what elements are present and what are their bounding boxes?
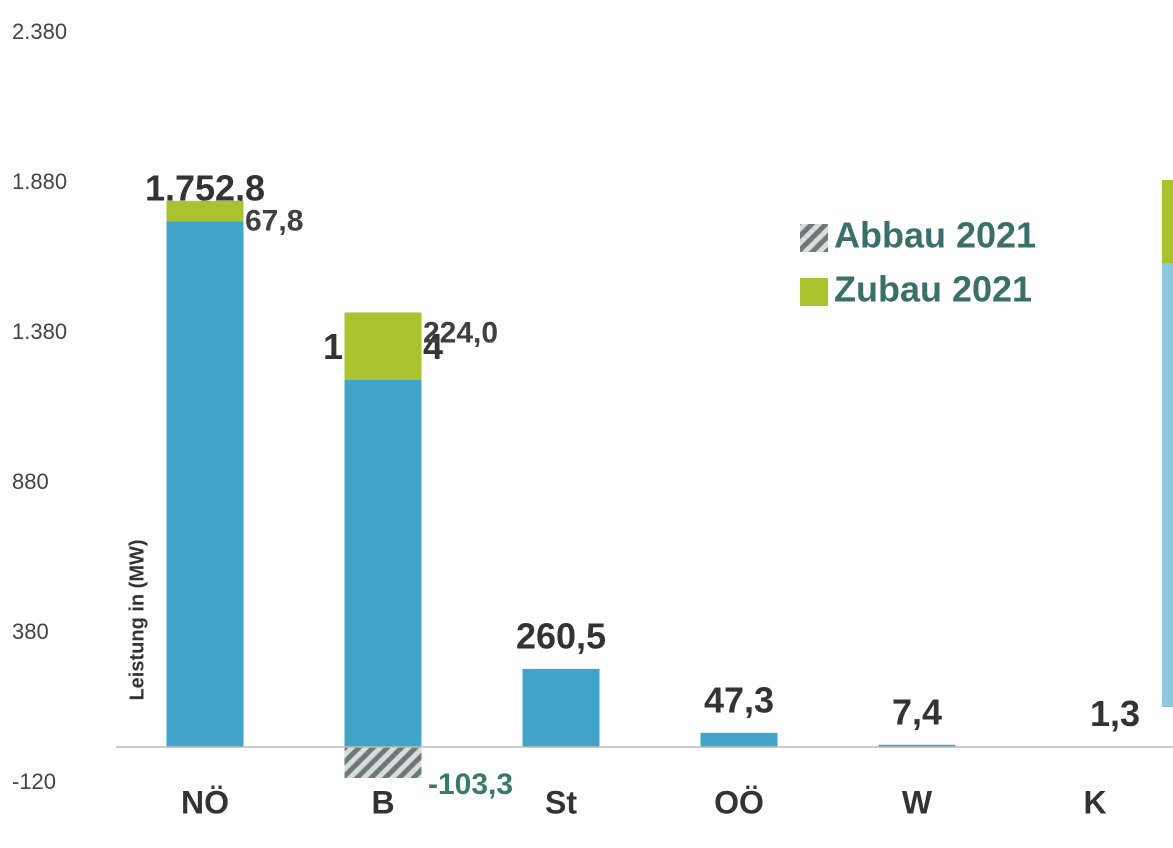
x-tick-label: B [371, 784, 394, 820]
bar-segment [878, 744, 956, 747]
x-tick-label: St [545, 784, 577, 820]
abbau-bar [344, 747, 422, 778]
bar-segment [166, 200, 244, 222]
bar-segment [344, 312, 422, 380]
value-label: 67,8 [245, 205, 303, 238]
legend-label: Zubau 2021 [834, 269, 1032, 310]
x-tick-label: NÖ [181, 784, 229, 820]
x-tick-label: OÖ [714, 784, 764, 820]
value-label: 260,5 [516, 615, 606, 656]
legend-swatch [800, 278, 828, 306]
bar-segment [166, 221, 244, 747]
y-tick-label: 380 [12, 619, 49, 644]
legend-fragment [1162, 180, 1173, 263]
legend-fragment [1162, 180, 1173, 707]
value-label: 224,0 [423, 316, 498, 349]
x-tick-label: W [902, 784, 933, 820]
bar-segment [344, 379, 422, 747]
value-label: 7,4 [892, 691, 942, 732]
y-tick-label: 880 [12, 469, 49, 494]
y-axis-label: Leistung in (MW) [126, 539, 148, 700]
x-tick-label: K [1083, 784, 1106, 820]
value-label: 47,3 [704, 679, 774, 720]
y-tick-label: -120 [12, 769, 56, 794]
y-tick-label: 2.380 [12, 19, 67, 44]
value-label: -103,3 [428, 768, 513, 801]
y-tick-label: 1.880 [12, 169, 67, 194]
y-tick-label: 1.380 [12, 319, 67, 344]
bar-segment [700, 732, 778, 747]
legend-swatch [800, 224, 828, 252]
legend-label: Abbau 2021 [834, 215, 1036, 256]
bar-segment [522, 668, 600, 747]
value-label: 1,3 [1090, 693, 1140, 734]
